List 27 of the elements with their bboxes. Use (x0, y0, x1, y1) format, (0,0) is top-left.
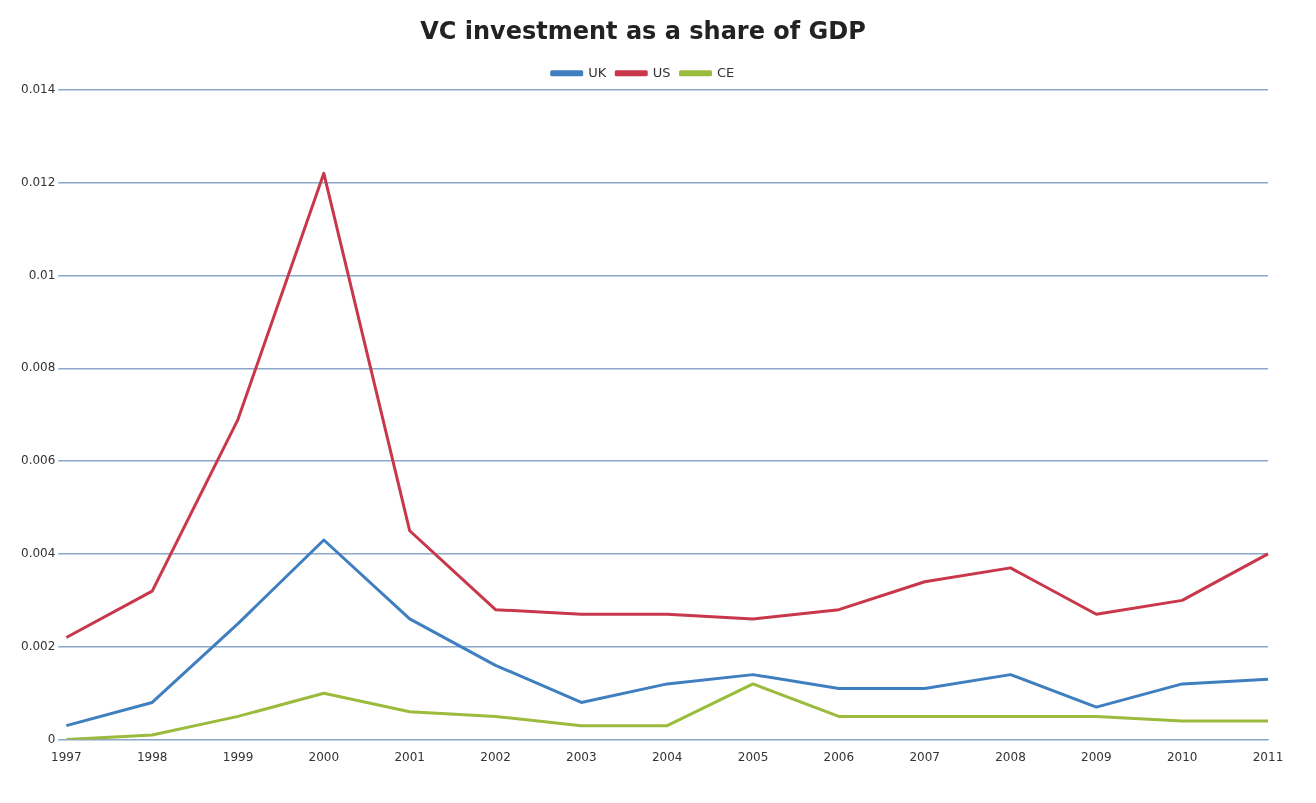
legend-label: CE (717, 64, 735, 80)
y-tick-label: 0 (47, 731, 56, 746)
y-tick-label: 0.002 (20, 638, 56, 653)
x-tick-label: 2010 (1166, 749, 1198, 764)
y-tick-label: 0.006 (20, 453, 56, 468)
x-tick-label: 2002 (480, 749, 511, 764)
x-tick-label: 2011 (1252, 749, 1284, 764)
y-tick-label: 0.008 (20, 360, 56, 375)
x-tick-label: 1997 (51, 749, 82, 764)
y-tick-label: 0.014 (20, 81, 56, 96)
x-tick-label: 1999 (222, 749, 254, 764)
legend-label: UK (588, 64, 607, 80)
y-tick-label: 0.01 (28, 267, 56, 282)
legend-label: US (652, 64, 671, 80)
x-tick-label: 2006 (823, 749, 855, 764)
y-tick-label: 0.004 (20, 546, 56, 561)
y-tick-label: 0.012 (20, 174, 56, 189)
x-tick-label: 2003 (566, 749, 597, 764)
x-tick-label: 2007 (909, 749, 940, 764)
x-tick-label: 2005 (737, 749, 769, 764)
x-tick-label: 1998 (136, 749, 168, 764)
x-tick-label: 2008 (995, 749, 1026, 764)
x-tick-label: 2009 (1081, 749, 1112, 764)
x-tick-label: 2001 (394, 749, 425, 764)
x-tick-label: 2000 (308, 749, 340, 764)
x-tick-label: 2004 (651, 749, 683, 764)
chart-title: VC investment as a share of GDP (420, 16, 866, 45)
